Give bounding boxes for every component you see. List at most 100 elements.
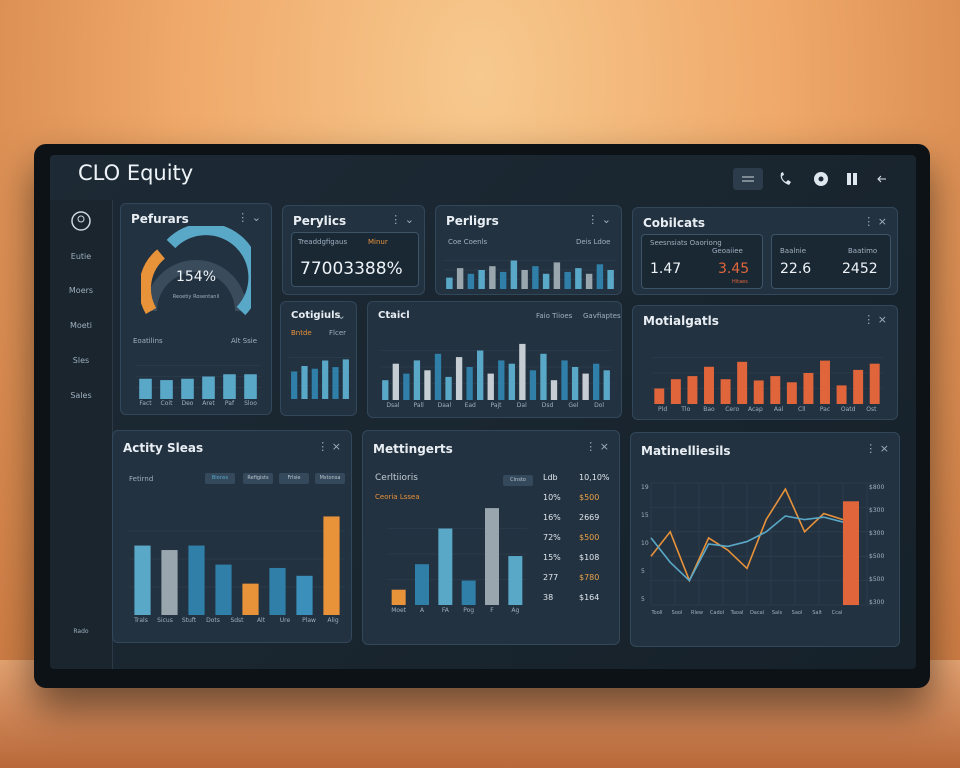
bar <box>753 380 764 404</box>
tab[interactable]: Frlsie <box>279 473 309 484</box>
bar <box>571 367 579 400</box>
tab[interactable]: Bionss <box>205 473 235 484</box>
legend-item: Alt Ssie <box>231 337 258 345</box>
bar <box>820 360 830 404</box>
panel: Pefurars ⋮ ⌄ 154% Reoetiy Rosentanil Eoa… <box>120 203 272 415</box>
panel: Actity Sleas ⋮ × Fetirnd Bionss Refigist… <box>112 430 352 643</box>
bar <box>323 516 340 615</box>
panel-controls[interactable]: ⋮ ⌄ <box>587 213 611 226</box>
bar <box>181 378 194 399</box>
panel-controls[interactable]: ⋮ × <box>317 440 341 453</box>
tab[interactable]: Refigists <box>243 473 273 484</box>
kpi-label: Baatimo <box>848 247 878 255</box>
nav-item[interactable]: Moers <box>68 286 94 295</box>
x-tick-label: Daal <box>437 402 452 409</box>
tab[interactable]: Mstonsa <box>315 473 345 484</box>
bar <box>223 374 236 399</box>
panel-title: Perylics <box>293 214 347 228</box>
bar <box>737 361 748 404</box>
bar <box>485 508 499 605</box>
back-icon[interactable] <box>877 175 886 183</box>
nav-item[interactable]: Eutie <box>70 252 92 261</box>
bar <box>607 270 614 289</box>
chip[interactable]: Cinsto <box>503 475 533 486</box>
gauge-value: 154% <box>176 269 216 285</box>
nav-item[interactable]: Sales <box>70 391 92 400</box>
y2-tick-label: $500 <box>869 576 884 583</box>
x-tick-label: Aal <box>773 406 784 413</box>
x-tick-label: F <box>490 607 494 614</box>
pause-icon[interactable] <box>847 173 851 185</box>
x-tick-label: Dots <box>206 617 220 624</box>
panel: Perligrs ⋮ ⌄ Coe Coenls Deis Ldoe <box>435 205 622 295</box>
y-tick-label: 19 <box>641 484 649 491</box>
x-tick-label: FA <box>441 607 449 614</box>
x-tick-label: Cll <box>798 406 806 413</box>
panel-controls[interactable]: ⋮ × <box>863 313 887 326</box>
x-tick-label: Pld <box>658 406 668 413</box>
bar <box>311 368 318 399</box>
legend-item: Ceoria Lssea <box>375 493 420 501</box>
bar <box>519 343 526 400</box>
x-tick-label: Ccal <box>832 610 843 616</box>
panel-title: Cotigiuls <box>291 310 341 321</box>
bar <box>803 373 814 404</box>
bar-chart <box>289 357 351 399</box>
panel-controls[interactable]: ⋮ × <box>585 440 609 453</box>
panel-title: Ctaicl <box>378 310 410 321</box>
panel-controls[interactable]: ⋮ × <box>865 442 889 455</box>
bar <box>853 369 864 404</box>
bar <box>510 260 518 289</box>
bar <box>139 378 152 399</box>
x-tick-label: Moet <box>391 607 407 614</box>
bar <box>582 373 589 400</box>
phone-icon[interactable] <box>780 172 791 185</box>
bar <box>498 360 505 400</box>
x-tick-label: Sals <box>772 610 783 616</box>
bar <box>438 528 453 605</box>
bar <box>478 270 485 289</box>
bar <box>456 268 464 289</box>
x-tick-label: Ost <box>866 406 877 413</box>
y2-tick-label: $300 <box>869 507 884 514</box>
panel-title: Cobilcats <box>643 216 705 230</box>
panel-controls[interactable]: ⋮ ⌄ <box>390 213 414 226</box>
kpi-label: Seesnsiats Oaoriong <box>650 239 722 247</box>
bar <box>160 380 173 399</box>
bar <box>575 268 582 289</box>
nav-item[interactable]: Rado <box>73 628 89 635</box>
bar <box>489 266 496 289</box>
bar <box>301 366 308 399</box>
bar-chart <box>135 365 261 399</box>
panel-controls[interactable]: ⋮ ⌄ <box>237 211 261 224</box>
bar <box>322 360 329 399</box>
legend-item: Bntde <box>291 329 312 337</box>
bar <box>596 264 604 289</box>
menu-button[interactable] <box>733 168 763 190</box>
kpi-card: Baalnie Baatimo 22.6 2452 <box>771 234 891 289</box>
panel: Motialgatls ⋮ × Pld Tlo Bao Cero Acap Aal Cll P… <box>632 305 898 420</box>
bar <box>342 359 349 399</box>
bar <box>461 580 476 605</box>
bar-chart <box>129 516 345 615</box>
x-tick-label: Pajt <box>490 402 502 409</box>
bar <box>532 266 539 289</box>
x-tick-label: Fact <box>139 400 152 407</box>
bar-chart <box>380 343 612 400</box>
legend-item: Coe Coenls <box>448 238 488 246</box>
nav-item[interactable]: Moeti <box>69 321 93 330</box>
bar <box>836 385 847 404</box>
x-tick-label: A <box>419 607 425 614</box>
bar <box>869 363 880 404</box>
kpi-label: Baalnie <box>780 247 807 255</box>
panel-controls[interactable]: ⋮ × <box>863 215 887 228</box>
nav-item[interactable]: Sles <box>72 356 90 365</box>
panel-controls[interactable]: ⌄ <box>336 309 346 322</box>
x-tick-label: Alig <box>327 617 339 624</box>
panel: Matinelliesils ⋮ × 19 15 10 5 5 $800 $300 $300 $… <box>630 432 900 647</box>
logo <box>71 211 91 231</box>
legend-item: Faio Tiioes <box>536 312 573 320</box>
bar <box>720 379 731 404</box>
x-tick-label: Oatd <box>840 406 856 413</box>
